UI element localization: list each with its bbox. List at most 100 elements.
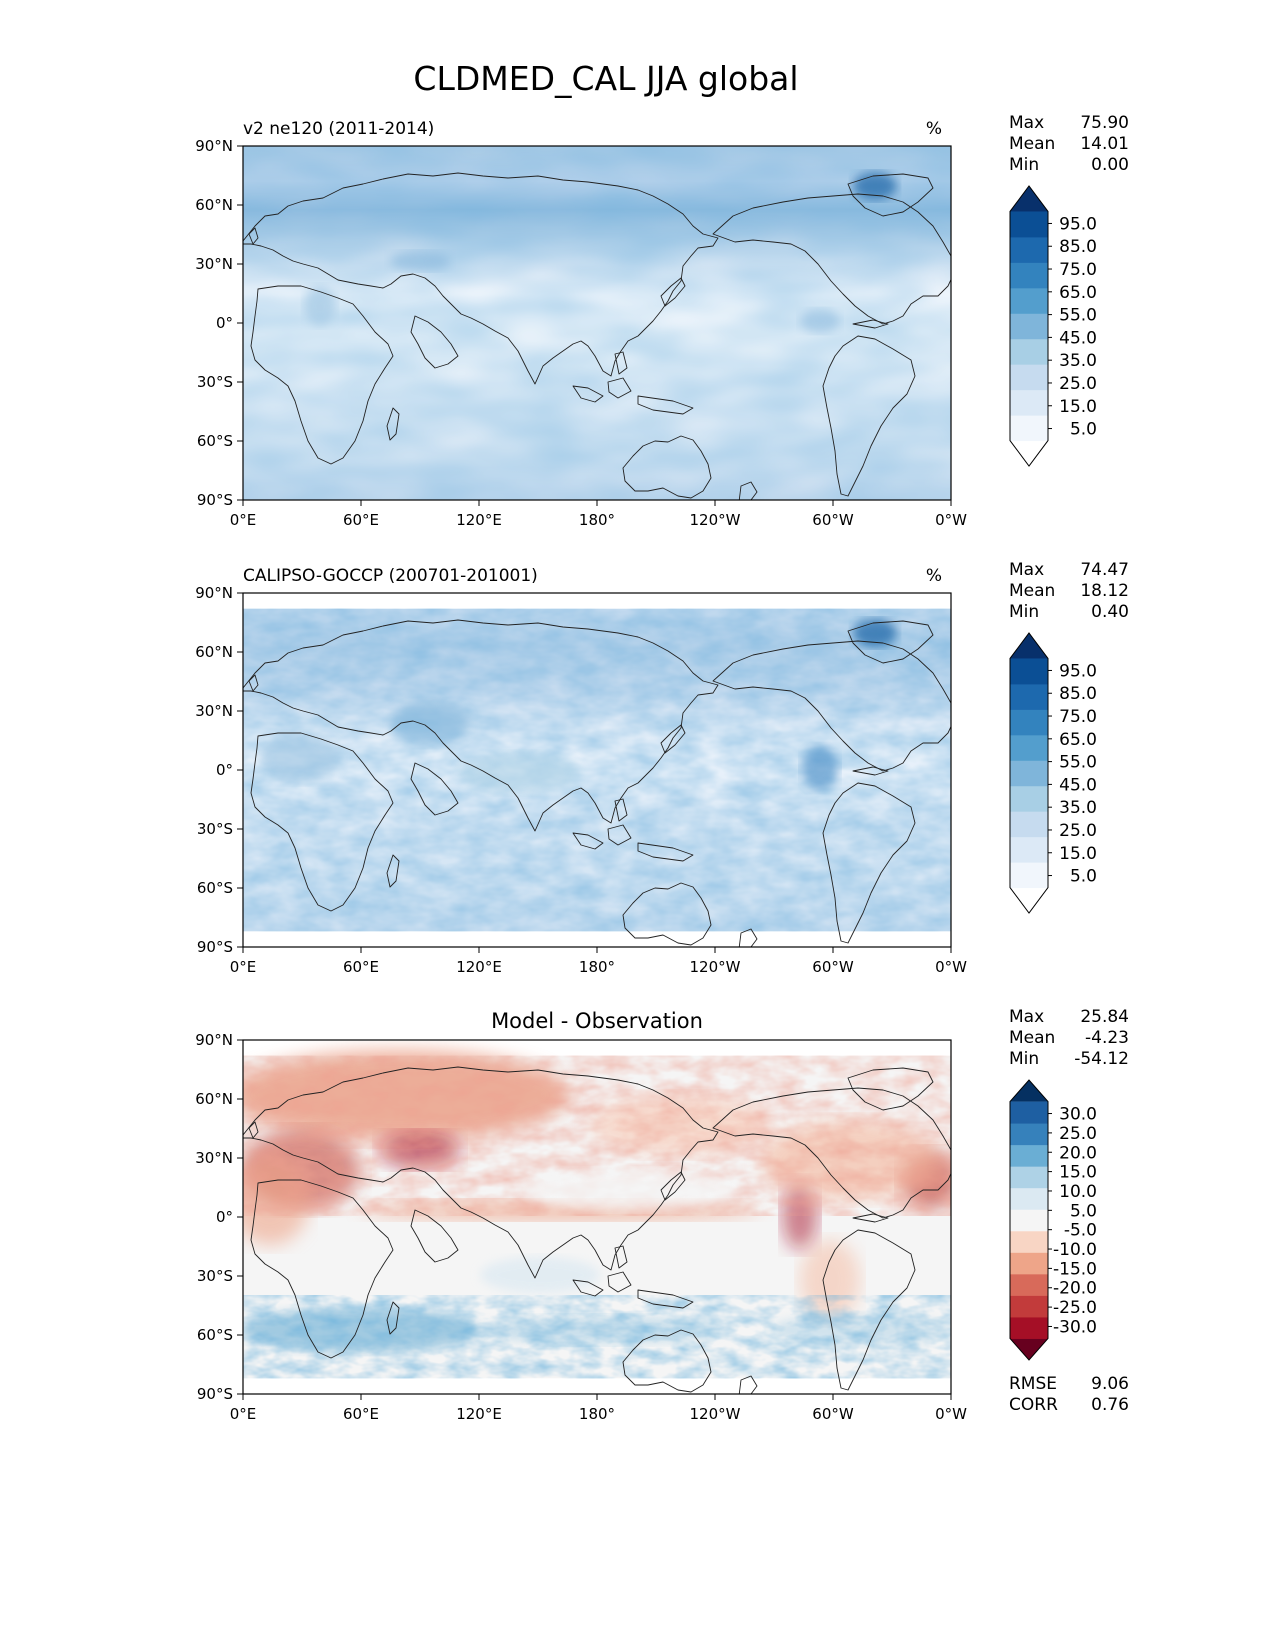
stat-value: 75.90 xyxy=(1080,113,1129,133)
metric-label: RMSE xyxy=(1009,1374,1057,1394)
stat-label: Min xyxy=(1009,1049,1039,1069)
colorbar-extend-min xyxy=(1010,1338,1048,1360)
colorbar-segment xyxy=(1010,313,1048,340)
colorbar-outline xyxy=(1009,185,1049,467)
colorbar-extend-min xyxy=(1010,887,1048,913)
colorbar-segment xyxy=(1010,709,1048,736)
lat-tick-label: 0° xyxy=(216,761,233,779)
lat-tick-label: 60°S xyxy=(197,879,233,897)
lat-tick-label: 90°S xyxy=(197,938,233,956)
lon-tick-label: 60°W xyxy=(812,1405,854,1423)
lon-tick-label: 60°E xyxy=(343,511,379,529)
lat-tick-label: 30°S xyxy=(197,820,233,838)
contour-field xyxy=(243,1040,951,1394)
stat-value: 0.40 xyxy=(1091,602,1129,622)
colorbar-segment xyxy=(1010,785,1048,812)
colorbar-segment xyxy=(1010,1230,1048,1253)
colorbar: 30.025.020.015.010.05.0-5.0-10.0-15.0-20… xyxy=(1009,1079,1097,1361)
units-label: % xyxy=(926,566,942,586)
stat-label: Mean xyxy=(1009,581,1055,601)
colorbar-tick-label: 85.0 xyxy=(1059,684,1097,704)
colorbar-tick-label: 15.0 xyxy=(1059,1163,1097,1183)
lon-tick-label: 180° xyxy=(579,1405,615,1423)
colorbar-extend-max xyxy=(1010,1080,1048,1102)
colorbar-extend-min xyxy=(1010,440,1048,466)
lat-tick-label: 90°S xyxy=(197,491,233,509)
lon-tick-label: 0°W xyxy=(935,511,967,529)
colorbar-segment xyxy=(1010,389,1048,416)
lon-tick-label: 120°E xyxy=(456,511,502,529)
colorbar-segment xyxy=(1010,236,1048,263)
colorbar-segment xyxy=(1010,338,1048,365)
colorbar-segment xyxy=(1010,683,1048,710)
panel-title: Model - Observation xyxy=(491,1009,703,1033)
lon-tick-label: 60°W xyxy=(812,958,854,976)
colorbar-tick-label: 95.0 xyxy=(1059,661,1097,681)
colorbar-extend-max xyxy=(1010,186,1048,212)
colorbar-tick-label: 5.0 xyxy=(1070,1201,1097,1221)
colorbar-segment xyxy=(1010,658,1048,685)
stat-label: Min xyxy=(1009,602,1039,622)
lat-tick-label: 60°S xyxy=(197,432,233,450)
lat-tick-label: 60°N xyxy=(195,1090,233,1108)
contour-field xyxy=(243,146,951,500)
lon-tick-label: 0°E xyxy=(230,511,257,529)
metric-label: CORR xyxy=(1009,1395,1058,1415)
lon-tick-label: 0°E xyxy=(230,1405,257,1423)
colorbar-outline xyxy=(1009,1079,1049,1361)
map-panel-obs: 90°N 60°N 30°N 0° 30°S 60°S 90°S 0°E 60°E 120°E 18… xyxy=(195,560,1129,976)
lon-tick-label: 120°W xyxy=(690,511,741,529)
colorbar-segment xyxy=(1010,862,1048,889)
lon-tick-label: 0°E xyxy=(230,958,257,976)
panel-title: v2 ne120 (2011-2014) xyxy=(243,119,434,139)
colorbar-segment xyxy=(1010,1252,1048,1275)
colorbar-tick-label: -20.0 xyxy=(1053,1279,1097,1299)
colorbar-tick-label: 45.0 xyxy=(1059,775,1097,795)
lon-tick-label: 60°E xyxy=(343,958,379,976)
lon-tick-label: 120°W xyxy=(690,1405,741,1423)
lat-tick-label: 30°N xyxy=(195,255,233,273)
lat-tick-label: 0° xyxy=(216,1208,233,1226)
lon-tick-label: 60°E xyxy=(343,1405,379,1423)
colorbar-segment xyxy=(1010,1187,1048,1210)
colorbar-tick-label: 45.0 xyxy=(1059,328,1097,348)
stat-value: -4.23 xyxy=(1085,1028,1129,1048)
lon-tick-label: 0°W xyxy=(935,958,967,976)
lat-tick-label: 30°N xyxy=(195,1149,233,1167)
colorbar-tick-label: -25.0 xyxy=(1053,1298,1097,1318)
colorbar-segment xyxy=(1010,1123,1048,1146)
lon-tick-label: 120°E xyxy=(456,1405,502,1423)
map-panel-diff: 90°N 60°N 30°N 0° 30°S 60°S 90°S 0°E 60°E 120°E 18… xyxy=(195,1007,1129,1423)
stat-label: Max xyxy=(1009,560,1044,580)
stat-label: Max xyxy=(1009,113,1044,133)
colorbar-extend-max xyxy=(1010,633,1048,659)
colorbar-tick-label: 65.0 xyxy=(1059,283,1097,303)
colorbar-tick-label: 5.0 xyxy=(1070,867,1097,887)
colorbar-segment xyxy=(1010,1209,1048,1232)
stat-value: 74.47 xyxy=(1080,560,1129,580)
stat-value: -54.12 xyxy=(1074,1049,1129,1069)
colorbar-segment xyxy=(1010,836,1048,863)
metric-value: 9.06 xyxy=(1091,1374,1129,1394)
colorbar-segment xyxy=(1010,364,1048,391)
colorbar-outline xyxy=(1009,632,1049,914)
colorbar-tick-label: 20.0 xyxy=(1059,1143,1097,1163)
colorbar-segment xyxy=(1010,1316,1048,1339)
colorbar-segment xyxy=(1010,1295,1048,1318)
colorbar-tick-label: 25.0 xyxy=(1059,821,1097,841)
lat-tick-label: 30°S xyxy=(197,373,233,391)
colorbar-segment xyxy=(1010,811,1048,838)
panel-title: CALIPSO-GOCCP (200701-201001) xyxy=(243,566,538,586)
figure-title: CLDMED_CAL JJA global xyxy=(413,59,798,98)
colorbar-tick-label: 55.0 xyxy=(1059,753,1097,773)
colorbar-segment xyxy=(1010,415,1048,442)
lon-tick-label: 180° xyxy=(579,511,615,529)
metric-value: 0.76 xyxy=(1091,1395,1129,1415)
colorbar-tick-label: 5.0 xyxy=(1070,420,1097,440)
lon-tick-label: 0°W xyxy=(935,1405,967,1423)
lat-tick-label: 90°N xyxy=(195,584,233,602)
colorbar: 95.0 85.0 75.0 65.0 55.045.0 35.0 25.0 15.0 5.0 xyxy=(1009,632,1097,914)
stat-value: 0.00 xyxy=(1091,155,1129,175)
contour-field xyxy=(243,593,951,947)
